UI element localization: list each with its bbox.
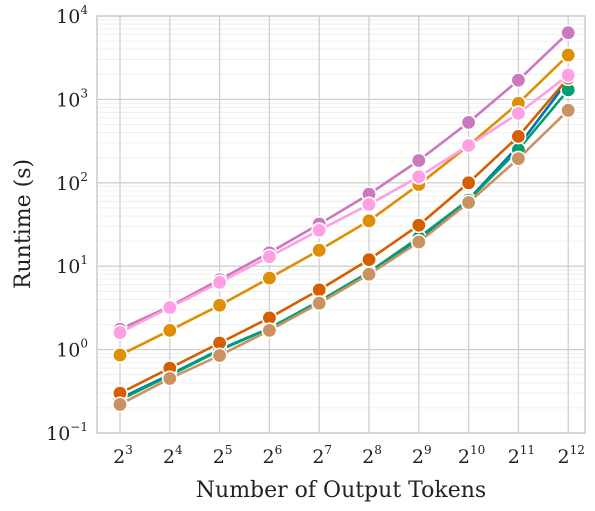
data-point bbox=[460, 114, 477, 131]
data-point bbox=[560, 67, 577, 84]
data-point bbox=[360, 251, 377, 268]
series-line bbox=[119, 109, 570, 406]
y-tick-label: 10−1 bbox=[46, 420, 88, 445]
data-point bbox=[311, 242, 328, 259]
series-line bbox=[119, 89, 570, 401]
y-tick-label: 100 bbox=[56, 337, 88, 362]
x-axis-tick-labels: 23 24 25 26 27 28 29 210 211 212 bbox=[113, 443, 585, 468]
series-line bbox=[119, 31, 570, 331]
data-point bbox=[211, 297, 228, 314]
data-point bbox=[410, 234, 427, 251]
data-point bbox=[460, 137, 477, 154]
data-point bbox=[560, 24, 577, 41]
series-line bbox=[119, 74, 569, 334]
data-point bbox=[261, 270, 278, 287]
data-point bbox=[161, 370, 178, 387]
series-3 bbox=[112, 70, 577, 402]
series-line bbox=[119, 54, 570, 357]
x-tick-label: 24 bbox=[163, 443, 183, 468]
data-point bbox=[510, 150, 527, 167]
x-tick-label: 26 bbox=[263, 443, 283, 468]
x-tick-label: 212 bbox=[558, 443, 585, 468]
y-tick-label: 104 bbox=[56, 3, 88, 28]
x-tick-label: 25 bbox=[213, 443, 233, 468]
major-gridlines bbox=[97, 15, 585, 434]
data-point bbox=[360, 266, 377, 283]
x-tick-label: 211 bbox=[508, 443, 535, 468]
y-axis-title: Runtime (s) bbox=[11, 159, 36, 289]
data-point bbox=[112, 324, 129, 341]
y-tick-label: 103 bbox=[56, 86, 88, 111]
series-7 bbox=[112, 102, 577, 413]
data-point bbox=[311, 222, 328, 239]
x-tick-label: 23 bbox=[113, 443, 133, 468]
data-point bbox=[460, 174, 477, 191]
data-point bbox=[261, 248, 278, 265]
data-point bbox=[410, 217, 427, 234]
data-point bbox=[560, 102, 577, 119]
minor-gridlines bbox=[97, 19, 585, 409]
data-point bbox=[311, 281, 328, 298]
x-axis-title: Number of Output Tokens bbox=[196, 478, 486, 503]
data-point bbox=[112, 347, 129, 364]
data-point bbox=[510, 105, 527, 122]
data-point bbox=[161, 322, 178, 339]
data-point bbox=[161, 299, 178, 316]
data-point bbox=[261, 322, 278, 339]
x-tick-label: 29 bbox=[412, 443, 432, 468]
y-axis-tick-labels: 10−1 100 101 102 103 104 bbox=[46, 3, 88, 445]
x-tick-label: 27 bbox=[312, 443, 332, 468]
data-point bbox=[510, 72, 527, 89]
data-point bbox=[510, 128, 527, 145]
x-tick-label: 28 bbox=[362, 443, 382, 468]
series-6 bbox=[112, 67, 577, 341]
data-point bbox=[460, 194, 477, 211]
data-point bbox=[410, 152, 427, 169]
data-point bbox=[211, 347, 228, 364]
plot-frame bbox=[96, 15, 586, 434]
data-point bbox=[360, 196, 377, 213]
data-point bbox=[360, 212, 377, 229]
series-line bbox=[119, 77, 570, 395]
series-layer bbox=[112, 24, 577, 413]
y-tick-label: 102 bbox=[56, 170, 88, 195]
data-point bbox=[311, 295, 328, 312]
data-point bbox=[211, 274, 228, 291]
data-point bbox=[112, 396, 129, 413]
data-point bbox=[560, 47, 577, 64]
y-tick-label: 101 bbox=[56, 253, 88, 278]
x-tick-label: 210 bbox=[458, 443, 485, 468]
data-point bbox=[410, 168, 427, 185]
